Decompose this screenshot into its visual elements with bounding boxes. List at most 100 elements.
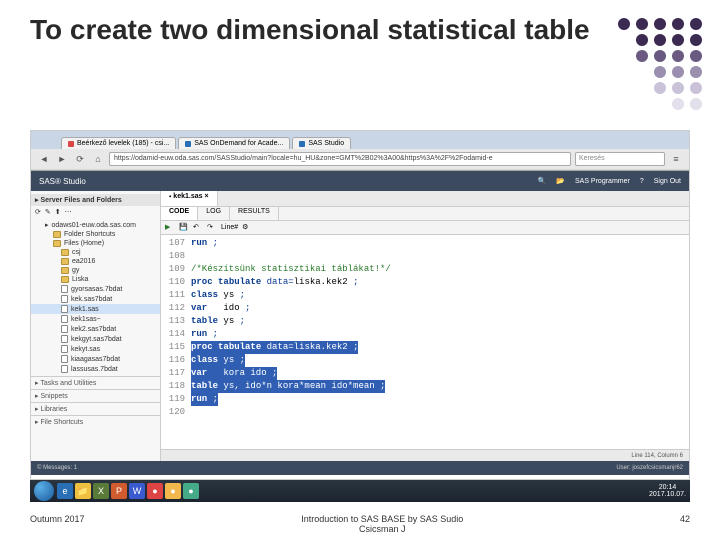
slide-title: To create two dimensional statistical ta… bbox=[30, 14, 590, 46]
tree-item-label: kekyt.sas bbox=[71, 346, 100, 353]
code-content: /*Készítsünk statisztikai táblákat!*/ bbox=[191, 263, 391, 276]
address-input[interactable]: https://odamid-euw.oda.sas.com/SASStudio… bbox=[109, 152, 571, 166]
tree-folder[interactable]: csj bbox=[31, 248, 160, 257]
file-icon bbox=[61, 335, 68, 343]
file-icon bbox=[61, 365, 68, 373]
editor-tab[interactable]: 🞄 kek1.sas × bbox=[161, 191, 218, 206]
tree-root[interactable]: ▸ odaws01-euw.oda.sas.com bbox=[31, 220, 160, 230]
start-button[interactable] bbox=[34, 481, 54, 501]
line-number: 117 bbox=[161, 367, 191, 380]
sidebar-header[interactable]: ▸ Server Files and Folders bbox=[31, 194, 160, 206]
code-area[interactable]: 107run ;108109/*Készítsünk statisztikai … bbox=[161, 235, 689, 449]
sidebar-section[interactable]: ▸ Libraries bbox=[31, 402, 160, 415]
taskbar-app-icon[interactable]: W bbox=[129, 483, 145, 499]
browser-tab[interactable]: SAS Studio bbox=[292, 137, 351, 149]
tree-folder[interactable]: Folder Shortcuts bbox=[31, 230, 160, 239]
editor-status: Line 114, Column 6 bbox=[161, 449, 689, 461]
folder-icon bbox=[53, 240, 61, 247]
line-number: 107 bbox=[161, 237, 191, 250]
tree-file[interactable]: kek2.sas7bdat bbox=[31, 324, 160, 334]
system-clock[interactable]: 20:142017.10.07. bbox=[649, 484, 686, 498]
run-icon[interactable]: ▶ bbox=[165, 223, 175, 233]
messages-label[interactable]: © Messages: 1 bbox=[37, 465, 77, 471]
taskbar-app-icon[interactable]: 📁 bbox=[75, 483, 91, 499]
taskbar-app-icon[interactable]: e bbox=[57, 483, 73, 499]
browser-tabs: Beérkező levelek (185) - csi...SAS OnDem… bbox=[31, 131, 689, 149]
tree-folder[interactable]: ea2016 bbox=[31, 257, 160, 266]
code-line: 117var kora ido ; bbox=[161, 367, 689, 380]
menu-icon[interactable]: ≡ bbox=[669, 152, 683, 166]
windows-taskbar: e📁XPW●●● 20:142017.10.07. bbox=[30, 480, 690, 502]
search-input[interactable]: Keresés bbox=[575, 152, 665, 166]
sas-search-icon[interactable]: 🔍 bbox=[538, 177, 547, 185]
back-icon[interactable]: ◄ bbox=[37, 152, 51, 166]
tree-folder[interactable]: gy bbox=[31, 266, 160, 275]
more-icon[interactable]: ⋯ bbox=[65, 208, 72, 216]
line-number: 116 bbox=[161, 354, 191, 367]
new-icon[interactable]: ✎ bbox=[45, 208, 51, 216]
code-line: 115proc tabulate data=liska.kek2 ; bbox=[161, 341, 689, 354]
refresh-icon[interactable]: ⟳ bbox=[35, 208, 41, 216]
tree-item-label: kek1.sas bbox=[71, 306, 99, 313]
sas-role[interactable]: SAS Programmer bbox=[575, 178, 630, 185]
home-icon[interactable]: ⌂ bbox=[91, 152, 105, 166]
sidebar-section[interactable]: ▸ Snippets bbox=[31, 389, 160, 402]
code-line: 110proc tabulate data=liska.kek2 ; bbox=[161, 276, 689, 289]
forward-icon[interactable]: ► bbox=[55, 152, 69, 166]
server-icon: ▸ bbox=[45, 221, 49, 229]
sas-signout[interactable]: Sign Out bbox=[654, 178, 681, 185]
sas-header: SAS® Studio 🔍 📂 SAS Programmer ? Sign Ou… bbox=[31, 171, 689, 191]
options-icon[interactable]: ⚙ bbox=[242, 223, 252, 233]
tree-file[interactable]: gyorsasas.7bdat bbox=[31, 284, 160, 294]
slide-footer: Outumn 2017 Introduction to SAS BASE by … bbox=[0, 514, 720, 534]
tree-file[interactable]: kiaagasas7bdat bbox=[31, 354, 160, 364]
file-icon bbox=[61, 345, 68, 353]
sas-help-icon[interactable]: ? bbox=[640, 178, 644, 185]
sas-open-icon[interactable]: 📂 bbox=[556, 177, 565, 185]
sub-tab[interactable]: RESULTS bbox=[230, 207, 279, 220]
tree-file[interactable]: kek1.sas bbox=[31, 304, 160, 314]
sub-tabs: CODELOGRESULTS bbox=[161, 207, 689, 221]
code-content: run ; bbox=[191, 328, 218, 341]
sas-footer: © Messages: 1 User: joszefcsicsmanjr62 bbox=[31, 461, 689, 475]
tree-file[interactable]: lassusas.7bdat bbox=[31, 364, 160, 374]
tree-folder[interactable]: Liska bbox=[31, 275, 160, 284]
save-icon[interactable]: 💾 bbox=[179, 223, 189, 233]
close-icon[interactable]: × bbox=[204, 193, 208, 200]
undo-icon[interactable]: ↶ bbox=[193, 223, 203, 233]
file-icon bbox=[61, 315, 68, 323]
sub-tab[interactable]: CODE bbox=[161, 207, 198, 220]
folder-icon bbox=[61, 276, 69, 283]
taskbar-app-icon[interactable]: ● bbox=[147, 483, 163, 499]
code-content: table ys, ido*n kora*mean ido*mean ; bbox=[191, 380, 385, 393]
upload-icon[interactable]: ⬆ bbox=[55, 208, 61, 216]
line-number: 120 bbox=[161, 406, 191, 419]
code-content: proc tabulate data=liska.kek2 ; bbox=[191, 276, 358, 289]
tree-file[interactable]: kek.sas7bdat bbox=[31, 294, 160, 304]
reload-icon[interactable]: ⟳ bbox=[73, 152, 87, 166]
tree-file[interactable]: kek1sas~ bbox=[31, 314, 160, 324]
browser-tab[interactable]: Beérkező levelek (185) - csi... bbox=[61, 137, 176, 149]
sidebar-section[interactable]: ▸ Tasks and Utilities bbox=[31, 376, 160, 389]
file-icon bbox=[61, 295, 68, 303]
sidebar-section[interactable]: ▸ File Shortcuts bbox=[31, 415, 160, 428]
taskbar-app-icon[interactable]: ● bbox=[183, 483, 199, 499]
taskbar-app-icon[interactable]: P bbox=[111, 483, 127, 499]
sub-tab[interactable]: LOG bbox=[198, 207, 230, 220]
taskbar-app-icon[interactable]: X bbox=[93, 483, 109, 499]
code-line: 112var ido ; bbox=[161, 302, 689, 315]
taskbar-app-icon[interactable]: ● bbox=[165, 483, 181, 499]
footer-left: Outumn 2017 bbox=[30, 514, 85, 534]
sidebar-toolbar: ⟳ ✎ ⬆ ⋯ bbox=[31, 206, 160, 218]
decorative-dots bbox=[562, 18, 702, 128]
user-label: User: joszefcsicsmanjr62 bbox=[616, 465, 683, 471]
tree-file[interactable]: kekgyt.sas7bdat bbox=[31, 334, 160, 344]
tree-item-label: gy bbox=[72, 267, 79, 274]
redo-icon[interactable]: ↷ bbox=[207, 223, 217, 233]
file-icon bbox=[61, 305, 68, 313]
code-line: 114run ; bbox=[161, 328, 689, 341]
tree-folder[interactable]: Files (Home) bbox=[31, 239, 160, 248]
browser-tab[interactable]: SAS OnDemand for Acade... bbox=[178, 137, 290, 149]
sidebar-header-label: Server Files and Folders bbox=[40, 197, 121, 204]
tree-file[interactable]: kekyt.sas bbox=[31, 344, 160, 354]
